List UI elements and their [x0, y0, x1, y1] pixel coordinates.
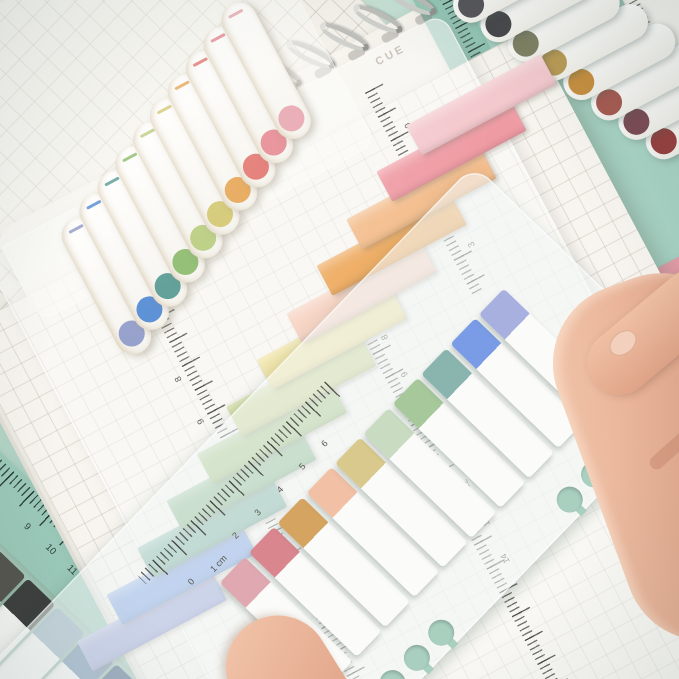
ruler-number: 4 — [274, 484, 286, 495]
ruler-number: 3 — [252, 507, 264, 518]
divider-ruler-major-ticks — [137, 381, 341, 591]
ruler-number: 5 — [296, 461, 308, 472]
ruler-number: 2 — [230, 530, 241, 541]
ruler-number: 0 — [185, 576, 197, 587]
ruler-number: 1 cm — [208, 553, 229, 575]
ruler-number: 6 — [319, 438, 330, 449]
binder-hole — [374, 664, 411, 679]
